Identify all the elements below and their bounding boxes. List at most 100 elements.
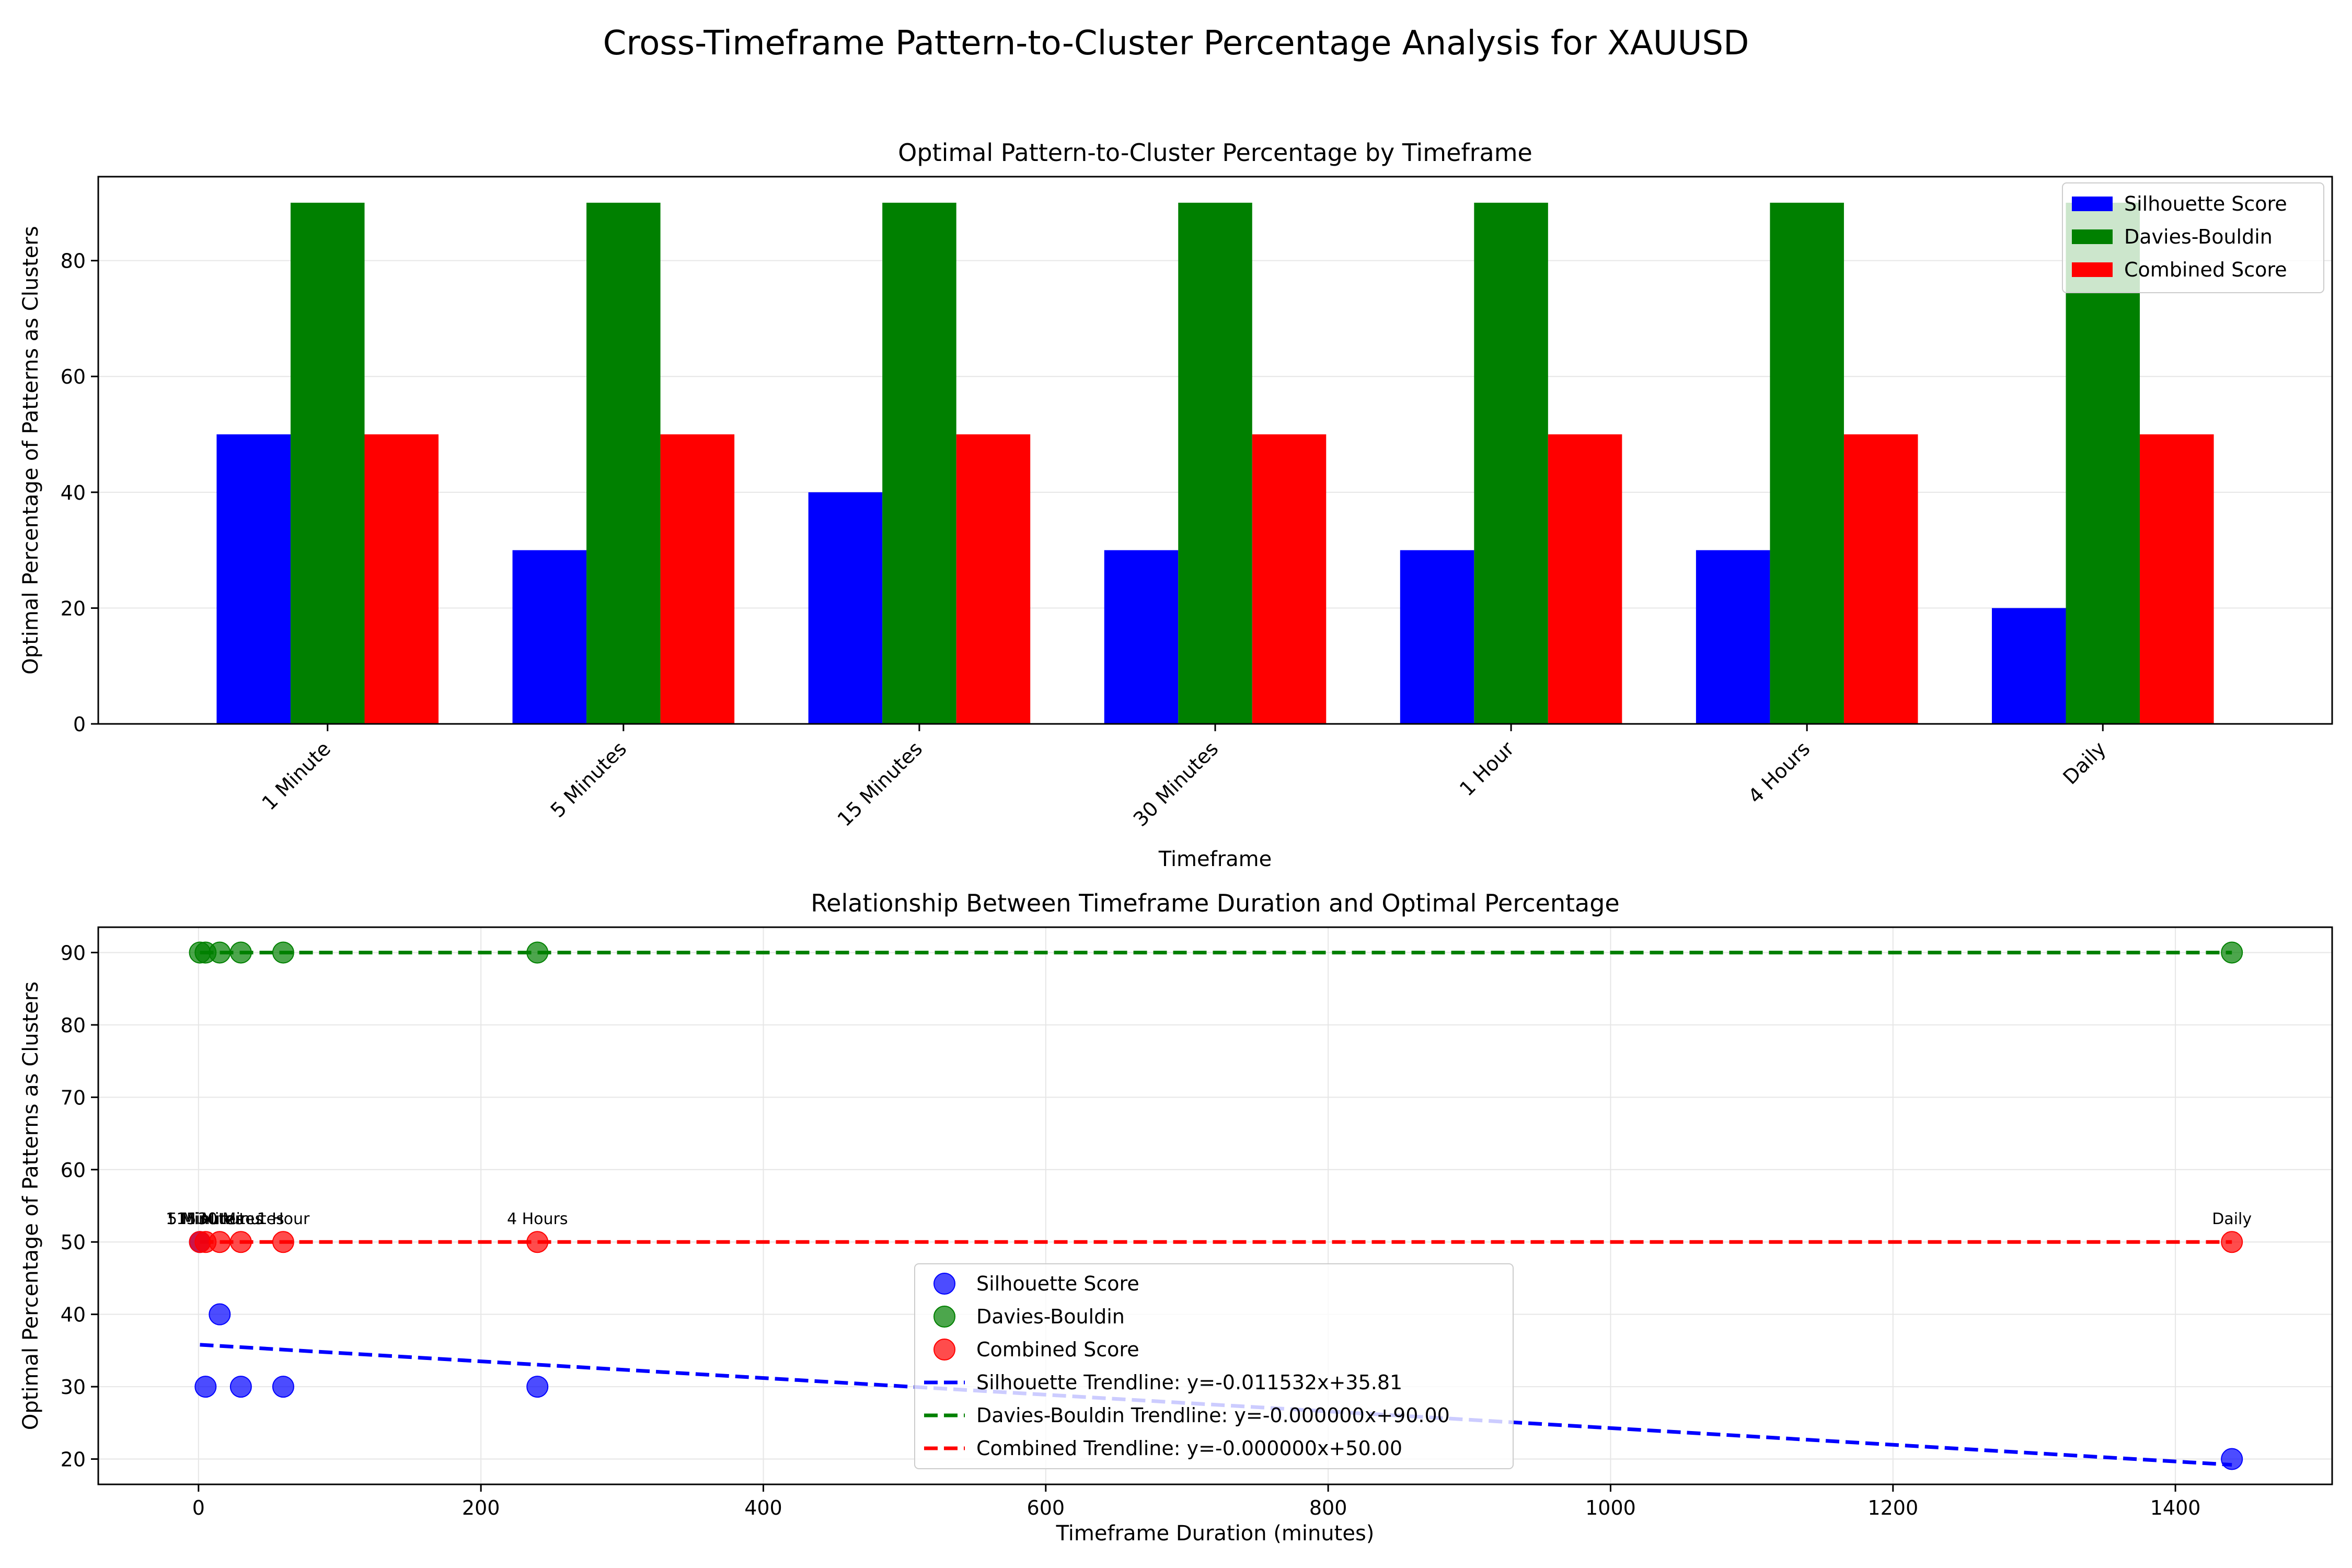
point-davies-bouldin-2 [209,941,231,964]
bar-chart: 0 20 40 60 80 1 Minute 5 Minutes 15 Minutes 30 … [19,139,2333,871]
scatter-y-tick-label: 70 [61,1086,86,1109]
bar-combined-score-4 [1548,434,1622,724]
scatter-y-tick-label: 50 [61,1231,86,1254]
scatter-chart-points [189,941,2243,1470]
point-silhouette-score-3 [229,1376,252,1398]
bar-legend-label: Silhouette Score [2124,192,2287,215]
bar-chart-title: Optimal Pattern-to-Cluster Percentage by… [898,139,1532,167]
point-silhouette-score-5 [526,1376,549,1398]
bar-davies-bouldin-1 [586,202,661,724]
point-davies-bouldin-5 [526,941,549,964]
scatter-y-tick-label: 80 [61,1014,86,1037]
bar-silhouette-score-0 [216,434,291,724]
bar-combined-score-5 [1843,434,1918,724]
scatter-x-tick-label: 800 [1309,1496,1347,1519]
bar-chart-legend: Silhouette Score Davies-Bouldin Combined S… [2062,182,2324,293]
point-silhouette-score-6 [2221,1448,2243,1470]
bar-davies-bouldin-5 [1770,202,1844,724]
bar-combined-score-3 [1252,434,1327,724]
scatter-y-tick-label: 60 [61,1159,86,1182]
bar-chart-y-ticks: 0 20 40 60 80 [61,250,98,736]
point-label: 1 Hour [257,1210,310,1228]
bar-y-tick-label: 60 [61,365,86,388]
scatter-chart-x-label: Timeframe Duration (minutes) [1056,1521,1375,1546]
bar-silhouette-score-4 [1400,550,1474,724]
point-label: Daily [2212,1210,2252,1228]
bar-silhouette-score-1 [512,550,587,724]
bar-y-tick-label: 0 [73,713,86,736]
bar-x-tick-label: 15 Minutes [833,737,927,831]
scatter-x-tick-label: 600 [1027,1496,1065,1519]
bar-chart-x-label: Timeframe [1158,847,1272,871]
bar-silhouette-score-6 [1991,608,2066,724]
point-label: 1 Minute [166,1210,234,1228]
point-label: 15 Minutes [176,1210,263,1228]
point-davies-bouldin-3 [229,941,252,964]
scatter-y-tick-label: 90 [61,941,86,964]
scatter-legend-label: Silhouette Score [976,1272,1139,1295]
bar-silhouette-score-5 [1696,550,1770,724]
figure-title: Cross-Timeframe Pattern-to-Cluster Perce… [603,24,1749,63]
scatter-y-tick-label: 30 [61,1376,86,1399]
bar-combined-score-0 [364,434,439,724]
scatter-legend-box [914,1263,1514,1469]
scatter-y-tick-label: 40 [61,1304,86,1327]
bar-legend-box [2062,182,2324,293]
bar-davies-bouldin-2 [882,202,956,724]
scatter-y-tick-label: 20 [61,1448,86,1471]
bar-chart-y-label: Optimal Percentage of Patterns as Cluste… [19,226,43,674]
scatter-x-tick-label: 200 [462,1496,500,1519]
scatter-chart-y-label: Optimal Percentage of Patterns as Cluste… [19,982,43,1430]
point-combined-score-2 [209,1231,231,1253]
bar-davies-bouldin-4 [1474,202,1548,724]
bar-x-tick-label: Daily [2059,737,2111,789]
bar-x-tick-label: 1 Minute [258,737,336,815]
bar-y-tick-label: 20 [61,597,86,620]
bar-x-tick-label: 4 Hours [1744,737,1814,808]
bar-x-tick-label: 5 Minutes [546,737,631,822]
scatter-legend-marker [933,1273,955,1295]
scatter-legend-label: Combined Score [976,1338,1139,1361]
bar-combined-score-1 [660,434,735,724]
scatter-legend-label: Combined Trendline: y=-0.000000x+50.00 [976,1437,1402,1460]
point-davies-bouldin-4 [272,941,294,964]
bar-y-tick-label: 80 [61,250,86,273]
bar-x-tick-label: 30 Minutes [1129,737,1223,831]
bar-y-tick-label: 40 [61,481,86,504]
bar-chart-x-ticks: 1 Minute 5 Minutes 15 Minutes 30 Minutes 1 H… [258,724,2111,831]
point-combined-score-6 [2221,1231,2243,1253]
point-label: 5 Minutes [167,1210,244,1228]
scatter-chart-x-ticks: 0 200 400 600 800 1000 1200 1400 [192,1484,2201,1519]
bar-x-tick-label: 1 Hour [1455,737,1519,801]
point-davies-bouldin-6 [2221,941,2243,964]
scatter-legend-label: Davies-Bouldin [976,1305,1125,1328]
scatter-legend-label: Davies-Bouldin Trendline: y=-0.000000x+9… [976,1404,1450,1427]
bar-chart-bars [216,202,2214,724]
point-label: 4 Hours [507,1210,568,1228]
scatter-x-tick-label: 1200 [1867,1496,1918,1519]
scatter-legend-label: Silhouette Trendline: y=-0.011532x+35.81 [976,1371,1402,1394]
bar-legend-swatch [2072,262,2113,277]
bar-davies-bouldin-3 [1178,202,1252,724]
scatter-x-tick-label: 1000 [1585,1496,1636,1519]
point-silhouette-score-2 [209,1303,231,1325]
scatter-x-tick-label: 1400 [2150,1496,2201,1519]
scatter-chart-grid [98,927,2332,1484]
scatter-legend-marker [933,1306,955,1328]
bar-combined-score-6 [2140,434,2214,724]
scatter-chart-title: Relationship Between Timeframe Duration … [811,889,1619,917]
bar-legend-label: Davies-Bouldin [2124,225,2273,248]
bar-silhouette-score-3 [1104,550,1179,724]
bar-legend-label: Combined Score [2124,258,2287,281]
scatter-x-tick-label: 400 [744,1496,782,1519]
bar-silhouette-score-2 [808,492,883,724]
bar-legend-swatch [2072,229,2113,244]
point-label: 30 Minutes [198,1210,284,1228]
bar-combined-score-2 [956,434,1031,724]
bar-davies-bouldin-0 [290,202,365,724]
scatter-chart-legend: Silhouette Score Davies-Bouldin Combined S… [914,1263,1514,1469]
point-combined-score-3 [229,1231,252,1253]
